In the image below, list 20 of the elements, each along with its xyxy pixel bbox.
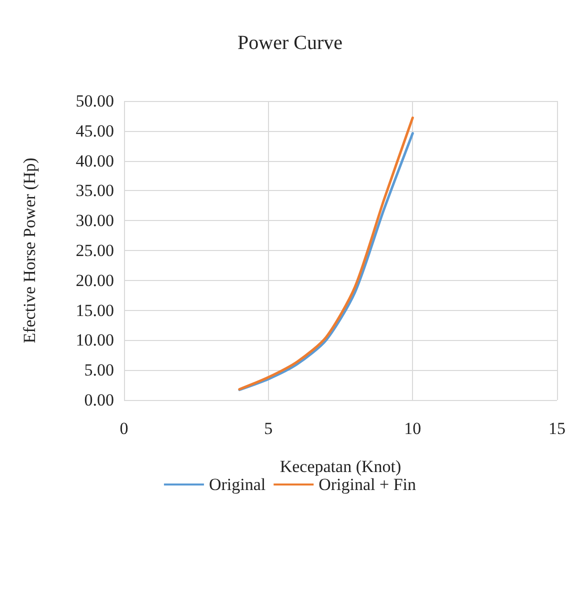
y-tick-label: 30.00	[76, 211, 114, 230]
y-tick-label: 35.00	[76, 181, 114, 200]
y-tick-label: 10.00	[76, 330, 114, 350]
x-axis-title: Kecepatan (Knot)	[280, 457, 402, 476]
y-tick-label: 45.00	[76, 121, 114, 140]
y-tick-label: 25.00	[76, 241, 114, 260]
y-tick-label: 0.00	[84, 390, 114, 410]
legend-label: Original + Fin	[318, 475, 417, 494]
y-axis-title: Efective Horse Power (Hp)	[20, 158, 39, 344]
legend-label: Original	[208, 475, 266, 494]
y-tick-label: 15.00	[76, 300, 114, 320]
y-tick-label: 20.00	[76, 270, 114, 290]
chart-title: Power Curve	[238, 32, 343, 54]
y-tick-label: 50.00	[76, 92, 114, 110]
x-tick-label: 0	[120, 419, 128, 438]
y-tick-label: 40.00	[76, 151, 114, 170]
y-tick-label: 5.00	[84, 360, 114, 380]
x-tick-label: 15	[548, 419, 566, 438]
x-tick-label: 10	[404, 419, 422, 438]
x-tick-label: 5	[264, 419, 273, 438]
